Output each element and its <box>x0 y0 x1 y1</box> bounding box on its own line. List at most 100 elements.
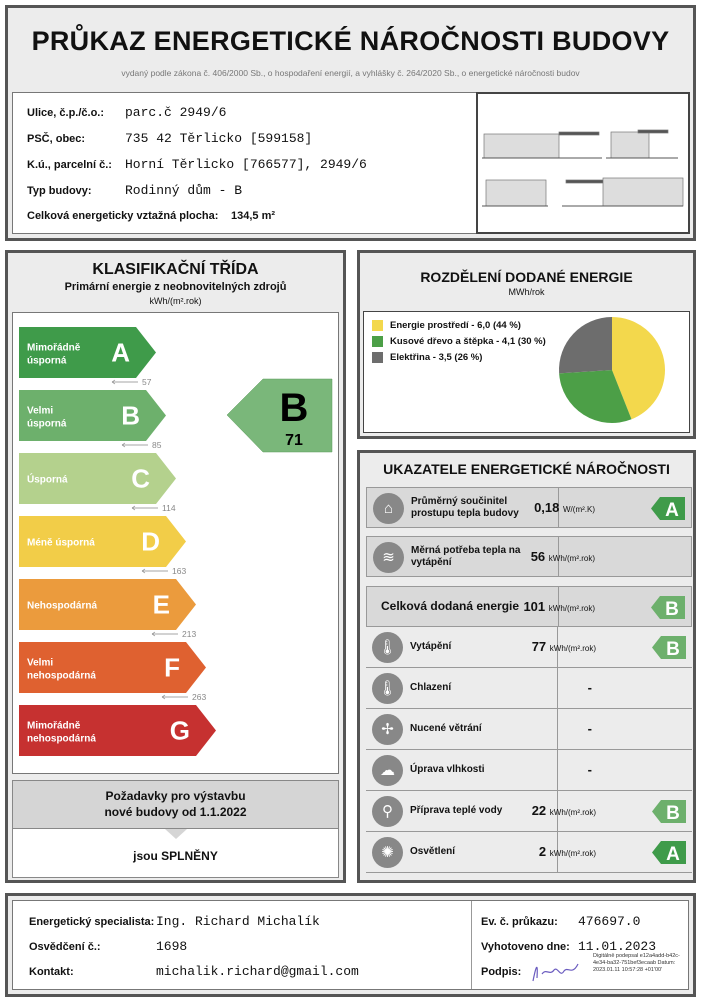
indicator-name: Nucené větrání <box>410 723 482 734</box>
contact-link[interactable]: michalik.richard@gmail.com <box>156 964 359 979</box>
heating-thermometer-icon: 🌡 <box>372 632 403 663</box>
classification-unit: kWh/(m².rok) <box>149 296 202 306</box>
class-bar-d: Méně úsporná D <box>19 516 186 567</box>
indicator-unit: kWh/(m².rok) <box>548 554 595 563</box>
requirements-status: jsou SPLNĚNY <box>133 849 218 863</box>
indicator-unit: kWh/(m².rok) <box>549 644 596 653</box>
street-value: parc.č 2949/6 <box>125 105 227 120</box>
indicator-name: Celková dodaná energie <box>381 599 520 613</box>
digital-signature: Digitálně podepsal e12a4add-b42c-4e34-ba… <box>593 953 680 973</box>
svg-text:A: A <box>665 500 679 520</box>
class-bar-b: Velmi úsporná B <box>19 390 166 441</box>
class-badge-a: A <box>651 497 685 520</box>
contact-label: Kontakt: <box>29 966 74 978</box>
class-letter: A <box>111 338 130 368</box>
indicator-value: 22 kWh/(m².rok) <box>531 803 596 818</box>
indicator-row: ✺ Osvětlení 2 kWh/(m².rok) A <box>366 832 692 873</box>
threshold-value: 263 <box>192 692 206 702</box>
legend-label: Elektřina - 3,5 (26 %) <box>390 351 483 363</box>
svg-text:B: B <box>665 599 679 619</box>
requirements-box: Požadavky pro výstavbu nové budovy od 1.… <box>12 780 339 878</box>
indicator-row: ⌂ Průměrný součinitel prostupu tepla budo… <box>366 487 692 528</box>
class-label: Velmi <box>27 406 53 417</box>
requirements-header: Požadavky pro výstavbu nové budovy od 1.… <box>13 781 338 829</box>
class-letter: E <box>153 590 170 620</box>
indicator-row: 🌡 Chlazení - <box>366 668 692 709</box>
indicator-unit: W/(m².K) <box>563 505 595 514</box>
indicator-name: Příprava teplé vody <box>410 805 503 816</box>
cert-label: Osvědčení č.: <box>29 941 101 953</box>
sign-label: Podpis: <box>481 966 522 978</box>
cert-value: 1698 <box>156 939 188 954</box>
indicator-value: - <box>587 680 592 695</box>
chart-legend: Energie prostředí - 6,0 (44 %) Kusové dře… <box>372 317 546 365</box>
class-label: Mimořádně <box>27 721 81 732</box>
indicator-row: 🌡 Vytápění 77 kWh/(m².rok) B <box>366 627 692 668</box>
signature-image <box>532 963 579 982</box>
class-label: Nehospodárná <box>27 601 97 612</box>
class-label: nehospodárná <box>27 671 96 682</box>
street-label: Ulice, č.p./č.o.: <box>27 107 105 119</box>
type-label: Typ budovy: <box>27 185 92 197</box>
class-letter: C <box>131 464 150 494</box>
legend-item: Elektřina - 3,5 (26 %) <box>372 349 546 365</box>
humidity-icon: ☁ <box>372 755 403 786</box>
class-letter: D <box>141 527 160 557</box>
class-badge-b: B <box>651 596 685 619</box>
class-label: Mimořádně <box>27 343 81 354</box>
indicator-value: - <box>587 762 592 777</box>
svg-text:B: B <box>666 803 680 823</box>
ev-value: 476697.0 <box>578 914 641 929</box>
result-value: 71 <box>285 432 303 449</box>
legend-item: Kusové dřevo a štěpka - 4,1 (30 %) <box>372 333 546 349</box>
indicator-value: 101 kWh/(m².rok) <box>523 599 595 614</box>
ku-value: Horní Těrlicko [766577], 2949/6 <box>125 157 367 172</box>
indicator-row: ⚲ Příprava teplé vody 22 kWh/(m².rok) B <box>366 791 692 832</box>
class-bar-g: Mimořádně nehospodárná G <box>19 705 216 756</box>
threshold-value: 213 <box>182 629 196 639</box>
requirements-line2: nové budovy od 1.1.2022 <box>104 805 247 819</box>
indicator-value: 2 kWh/(m².rok) <box>538 844 596 859</box>
class-bar-a: Mimořádně úsporná A <box>19 327 156 378</box>
page-title: PRŮKAZ ENERGETICKÉ NÁROČNOSTI BUDOVY <box>31 26 670 56</box>
chart-area: Energie prostředí - 6,0 (44 %) Kusové dře… <box>363 311 690 433</box>
indicator-name: Vytápění <box>410 641 452 652</box>
chart-unit: MWh/rok <box>508 287 545 297</box>
threshold-value: 114 <box>162 503 176 513</box>
class-label: nehospodárná <box>27 734 96 745</box>
date-label: Vyhotoveno dne: <box>481 941 570 953</box>
svg-text:B: B <box>666 639 680 659</box>
house-icon: ⌂ <box>373 493 404 524</box>
indicators-title: UKAZATELE ENERGETICKÉ NÁROČNOSTI <box>383 461 670 477</box>
class-label: úsporná <box>27 419 67 430</box>
threshold-value: 163 <box>172 566 186 576</box>
class-badge-a: A <box>652 841 686 864</box>
footer-box: Energetický specialista: Ing. Richard Mi… <box>12 900 689 990</box>
heat-demand-icon: ≋ <box>373 542 404 573</box>
class-label: Velmi <box>27 658 53 669</box>
page-subtitle: vydaný podle zákona č. 406/2000 Sb., o h… <box>121 68 580 78</box>
legend-swatch <box>372 335 383 347</box>
threshold-value: 85 <box>152 440 162 450</box>
indicator-unit: kWh/(m².rok) <box>549 849 596 858</box>
result-class-arrow: B 71 <box>226 378 333 453</box>
psc-value: 735 42 Těrlicko [599158] <box>125 131 313 146</box>
area-value: 134,5 m² <box>231 210 276 222</box>
class-letter: B <box>121 401 140 431</box>
specialist-value: Ing. Richard Michalík <box>156 914 320 929</box>
indicator-value: - <box>587 721 592 736</box>
energy-distribution-panel: ROZDĚLENÍ DODANÉ ENERGIE MWh/rok Energie… <box>357 250 696 439</box>
indicator-row: ≋ Měrná potřeba tepla na vytápění 56 kWh/(… <box>366 536 692 577</box>
indicator-row: ☁ Úprava vlhkosti - <box>366 750 692 791</box>
psc-label: PSČ, obec: <box>27 133 86 145</box>
class-label: Méně úsporná <box>27 538 95 549</box>
indicator-value: 77 kWh/(m².rok) <box>531 639 596 654</box>
class-letter: F <box>164 653 180 683</box>
legend-swatch <box>372 319 383 331</box>
indicators-panel: UKAZATELE ENERGETICKÉ NÁROČNOSTI ⌂ Průměr… <box>357 450 696 883</box>
indicator-row: ✢ Nucené větrání - <box>366 709 692 750</box>
light-bulb-icon: ✺ <box>372 837 403 868</box>
class-label: Úsporná <box>27 473 68 486</box>
indicator-unit: kWh/(m².rok) <box>549 808 596 817</box>
class-label: úsporná <box>27 356 67 367</box>
